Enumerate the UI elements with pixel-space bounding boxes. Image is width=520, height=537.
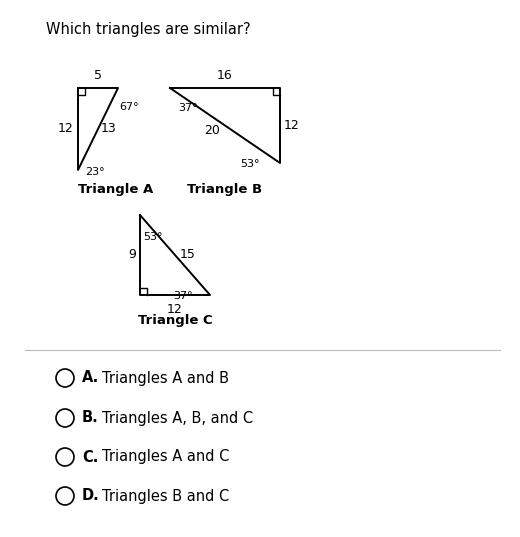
Text: 12: 12 xyxy=(284,119,300,132)
Text: Triangles A, B, and C: Triangles A, B, and C xyxy=(102,410,253,425)
Text: Which triangles are similar?: Which triangles are similar? xyxy=(46,22,251,37)
Text: 12: 12 xyxy=(167,303,183,316)
Text: D.: D. xyxy=(82,489,100,504)
Text: Triangles A and C: Triangles A and C xyxy=(102,449,229,465)
Text: 16: 16 xyxy=(217,69,233,82)
Text: 37°: 37° xyxy=(173,291,192,301)
Text: Triangle A: Triangle A xyxy=(78,183,153,196)
Text: B.: B. xyxy=(82,410,99,425)
Text: Triangles A and B: Triangles A and B xyxy=(102,371,229,386)
Text: 13: 13 xyxy=(101,122,117,135)
Text: 53°: 53° xyxy=(240,159,259,169)
Text: 23°: 23° xyxy=(85,167,105,177)
Text: 20: 20 xyxy=(204,124,220,137)
Text: 15: 15 xyxy=(180,249,196,262)
Text: Triangle B: Triangle B xyxy=(187,183,263,196)
Text: 53°: 53° xyxy=(143,232,162,242)
Text: C.: C. xyxy=(82,449,98,465)
Text: 5: 5 xyxy=(94,69,102,82)
Text: 12: 12 xyxy=(57,122,73,135)
Text: Triangle C: Triangle C xyxy=(138,314,212,327)
Text: 9: 9 xyxy=(128,249,136,262)
Text: 37°: 37° xyxy=(178,103,198,113)
Text: Triangles B and C: Triangles B and C xyxy=(102,489,229,504)
Text: 67°: 67° xyxy=(119,102,139,112)
Text: A.: A. xyxy=(82,371,99,386)
